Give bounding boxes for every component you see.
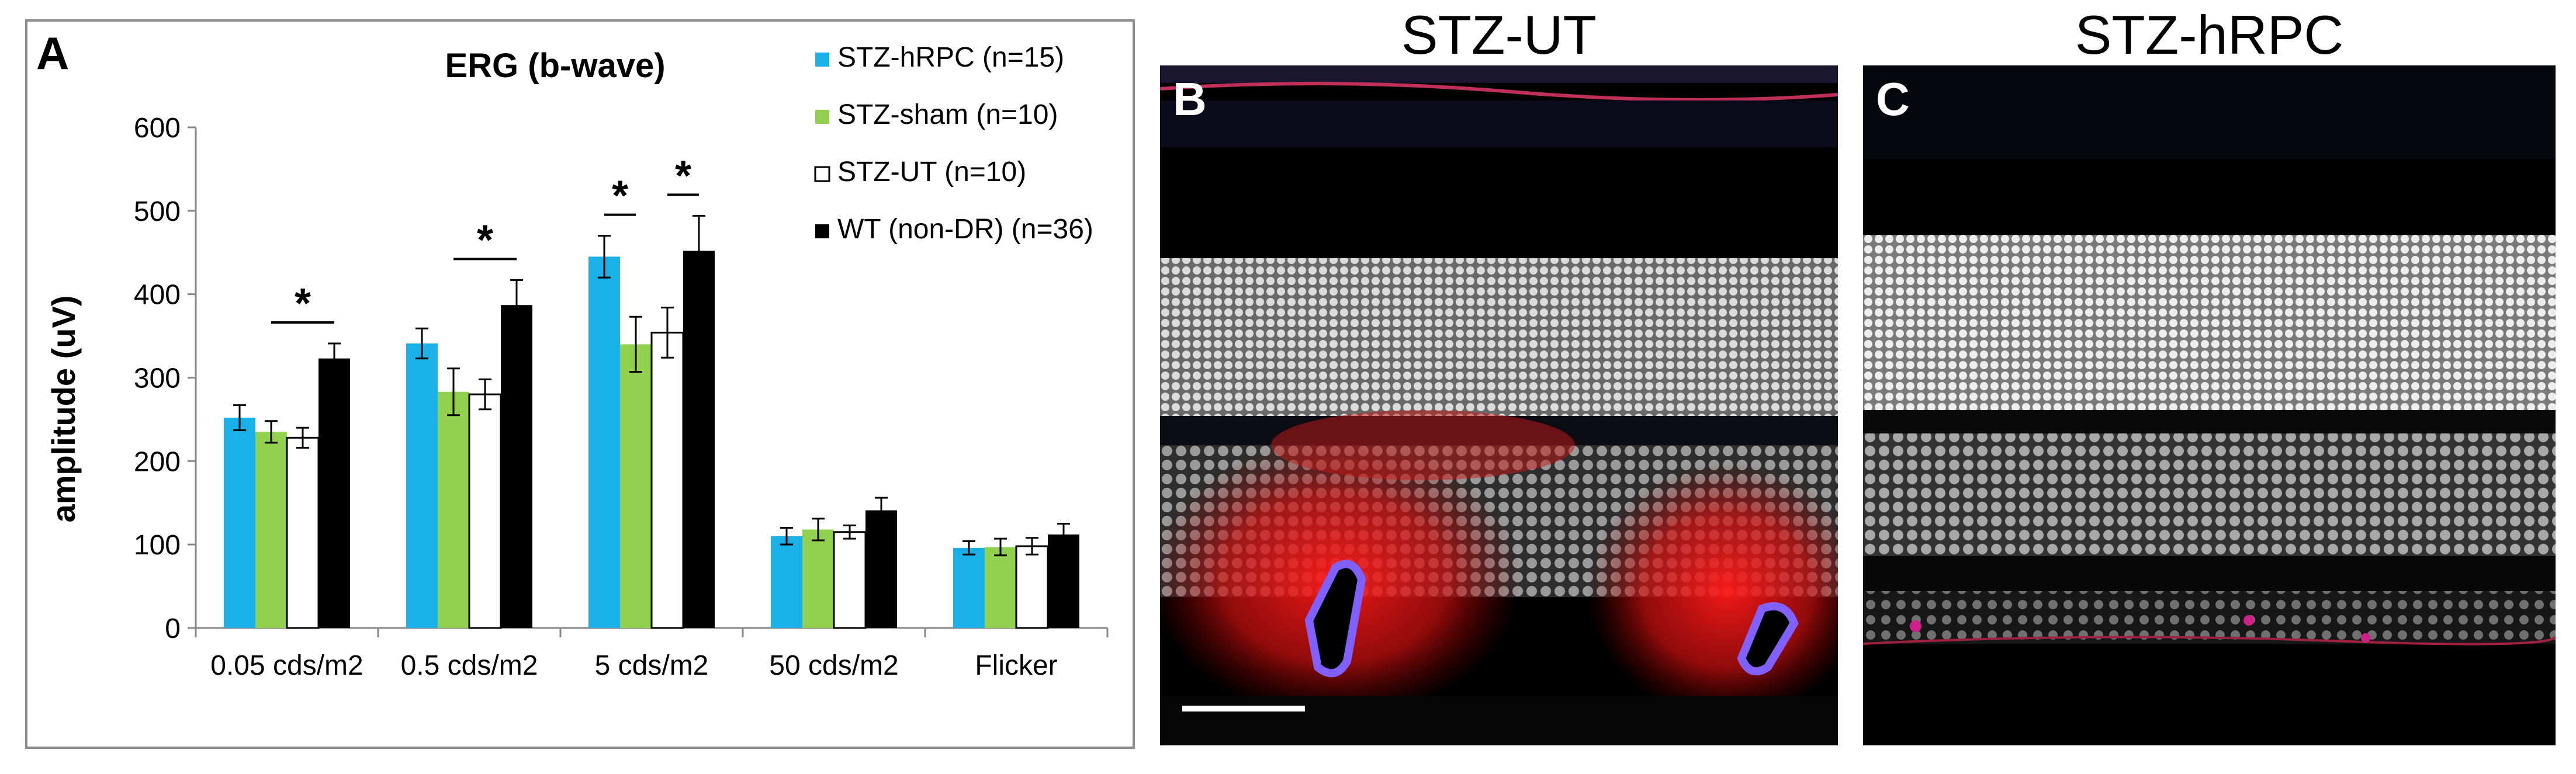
y-tick-label: 100	[134, 530, 181, 561]
legend-swatch	[815, 53, 829, 67]
panel-c-title: STZ-hRPC	[2075, 4, 2344, 65]
bar	[833, 531, 867, 629]
bar	[588, 256, 620, 628]
bar	[438, 391, 469, 628]
error-bars	[233, 214, 1070, 557]
micrograph-b-image	[1160, 65, 1838, 745]
bar	[865, 510, 897, 628]
bar	[286, 436, 320, 629]
micrograph-c-image	[1863, 65, 2556, 645]
bar	[1048, 534, 1079, 628]
panel-letter-c: C	[1876, 73, 1910, 125]
y-axis: 0 100 200 300 400 500 600	[134, 113, 197, 644]
y-tick-label: 600	[134, 113, 181, 144]
scale-bar	[1182, 706, 1305, 711]
panel-letter-b: B	[1173, 73, 1207, 125]
bar	[1015, 545, 1049, 629]
bar	[771, 536, 802, 628]
x-tick-label: 5 cds/m2	[595, 650, 709, 681]
legend-swatch	[815, 110, 829, 124]
x-tick-label: 50 cds/m2	[769, 650, 898, 681]
erg-chart-panel: A ERG (b-wave) amplitude (uV) 0 100 200 300…	[0, 0, 1145, 771]
chart-title: ERG (b-wave)	[445, 47, 665, 85]
x-tick-label: 0.5 cds/m2	[401, 650, 538, 681]
significance-star: *	[477, 217, 493, 263]
y-tick-label: 0	[165, 613, 181, 644]
panel-letter-a: A	[36, 27, 69, 79]
y-tick-label: 400	[134, 280, 181, 311]
micrograph-stz-ut: B	[1160, 65, 1838, 745]
x-tick-label: 0.05 cds/m2	[210, 650, 363, 681]
bar	[468, 393, 502, 629]
bar	[501, 305, 532, 628]
y-tick-label: 300	[134, 363, 181, 394]
legend-swatch	[815, 224, 829, 238]
bar	[620, 344, 652, 628]
bar	[953, 547, 985, 628]
bar	[255, 432, 287, 628]
bar	[318, 358, 350, 628]
bars	[224, 251, 1079, 629]
chart-frame	[25, 19, 1135, 749]
panel-b-title: STZ-UT	[1401, 4, 1597, 65]
significance-star: *	[612, 173, 628, 220]
x-tick-label: Flicker	[975, 650, 1057, 681]
bar	[802, 529, 834, 628]
significance-markers: * * * *	[271, 152, 699, 327]
significance-star: *	[295, 280, 311, 327]
legend-entry: STZ-sham (n=10)	[837, 99, 1058, 130]
micrograph-stz-hrpc: C	[1863, 65, 2556, 745]
legend-swatch	[814, 166, 830, 182]
bar	[224, 418, 255, 628]
legend: STZ-hRPC (n=15) STZ-sham (n=10) STZ-UT (n=…	[814, 42, 1093, 245]
y-tick-label: 500	[134, 196, 181, 227]
legend-entry: WT (non-DR) (n=36)	[837, 214, 1093, 245]
bar	[650, 331, 684, 629]
bar	[683, 251, 715, 629]
bar	[406, 343, 438, 628]
bar	[985, 547, 1016, 628]
erg-bar-chart: A ERG (b-wave) amplitude (uV) 0 100 200 300…	[25, 19, 1135, 749]
legend-entry: STZ-UT (n=10)	[837, 157, 1026, 188]
y-axis-label: amplitude (uV)	[45, 296, 82, 523]
significance-star: *	[675, 152, 691, 199]
y-tick-label: 200	[134, 446, 181, 477]
legend-entry: STZ-hRPC (n=15)	[837, 42, 1064, 73]
